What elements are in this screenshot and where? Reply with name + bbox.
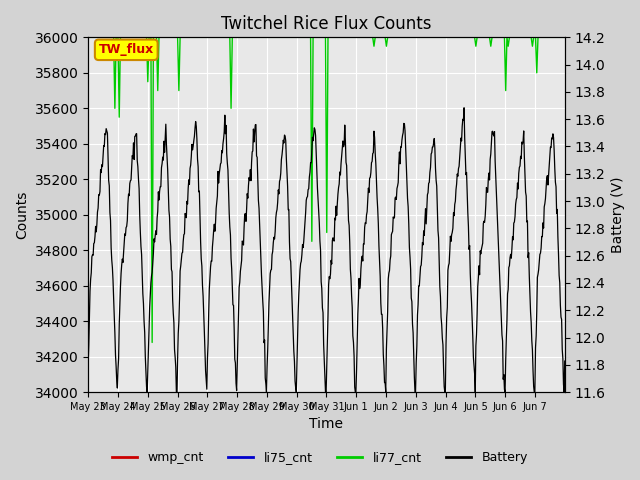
Y-axis label: Counts: Counts: [15, 191, 29, 239]
Title: Twitchel Rice Flux Counts: Twitchel Rice Flux Counts: [221, 15, 432, 33]
Text: TW_flux: TW_flux: [99, 43, 154, 56]
X-axis label: Time: Time: [309, 418, 344, 432]
Legend: wmp_cnt, li75_cnt, li77_cnt, Battery: wmp_cnt, li75_cnt, li77_cnt, Battery: [107, 446, 533, 469]
Y-axis label: Battery (V): Battery (V): [611, 177, 625, 253]
